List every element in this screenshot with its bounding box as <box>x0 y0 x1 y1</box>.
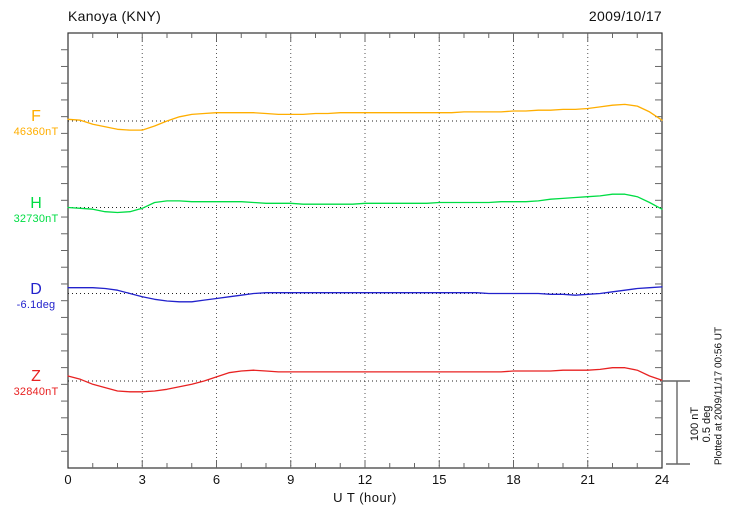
x-axis-tick-label: 3 <box>138 472 146 487</box>
component-label-Z: Z 32840nT <box>4 368 68 398</box>
scale-bar-label: 100 nT 0.5 deg <box>689 406 713 443</box>
x-axis-tick-label: 0 <box>64 472 72 487</box>
trace-Z <box>67 367 663 393</box>
component-label-D: D -6.1deg <box>4 281 68 311</box>
component-letter-D: D <box>30 281 42 298</box>
component-label-H: H 32730nT <box>4 195 68 225</box>
component-baseline-value-H: 32730nT <box>13 213 59 225</box>
x-axis-tick-label: 9 <box>287 472 295 487</box>
x-axis-tick-label: 24 <box>654 472 670 487</box>
scale-bar-label-deg: 0.5 deg <box>701 405 713 443</box>
x-axis-tick-label: 6 <box>212 472 221 487</box>
component-baseline-value-F: 46360nT <box>13 126 59 138</box>
x-axis-title: U T (hour) <box>333 490 397 505</box>
component-letter-H: H <box>30 195 42 212</box>
component-label-F: F 46360nT <box>4 108 68 138</box>
trace-F <box>67 103 663 131</box>
x-axis-tick-label: 18 <box>506 472 521 487</box>
plot-footnote: Plotted at 2009/11/17 00:56 UT <box>713 326 725 466</box>
component-letter-F: F <box>31 108 41 125</box>
x-axis-tick-label: 12 <box>357 472 373 487</box>
component-baseline-value-Z: 32840nT <box>13 386 59 398</box>
plot-date: 2009/10/17 <box>588 8 662 24</box>
x-axis-tick-label: 21 <box>580 472 595 487</box>
plot-frame <box>67 32 663 469</box>
plot-title: Kanoya (KNY) <box>68 8 162 24</box>
component-baseline-value-D: -6.1deg <box>16 299 56 311</box>
trace-H <box>67 193 663 214</box>
x-axis-tick-label: 15 <box>432 472 447 487</box>
scale-bar-label-nt: 100 nT <box>689 406 701 442</box>
component-letter-Z: Z <box>31 368 41 385</box>
trace-D <box>67 286 663 303</box>
